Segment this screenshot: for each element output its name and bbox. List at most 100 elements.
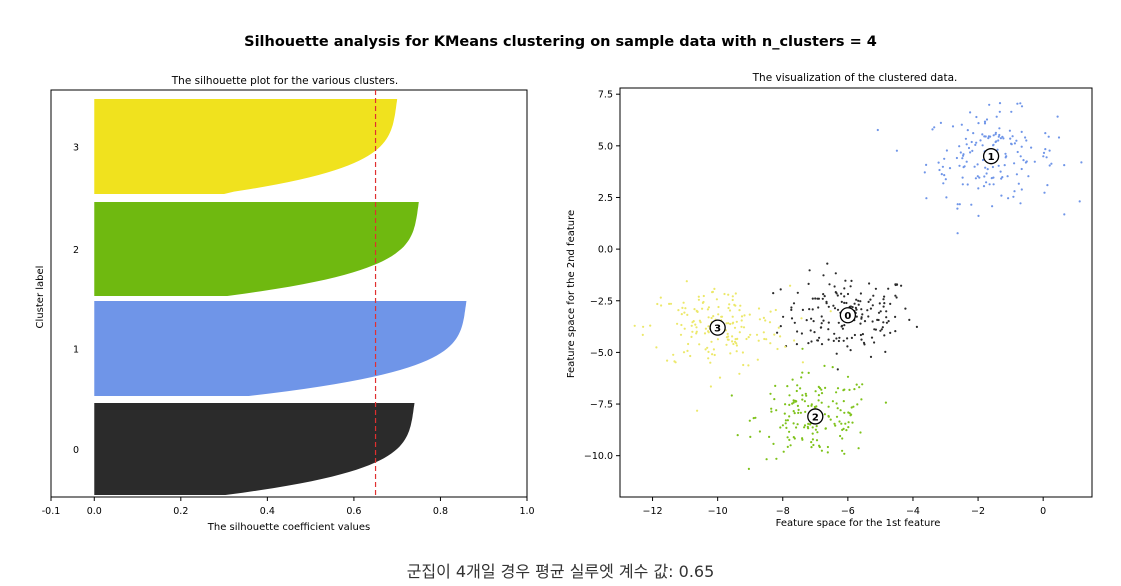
scatter-point xyxy=(740,319,743,322)
scatter-point xyxy=(690,324,693,327)
scatter-point xyxy=(669,302,673,305)
scatter-point xyxy=(871,320,874,323)
scatter-point xyxy=(1001,135,1004,138)
scatter-point xyxy=(728,303,731,306)
scatter-point xyxy=(1008,129,1012,132)
scatter-point xyxy=(732,321,735,324)
scatter-point xyxy=(729,352,732,355)
scatter-point xyxy=(752,417,755,420)
scatter-point xyxy=(956,207,959,210)
scatter-point xyxy=(690,335,693,338)
scatter-point xyxy=(682,351,686,354)
scatter-point xyxy=(851,306,854,309)
scatter-point xyxy=(1020,188,1023,191)
scatter-point xyxy=(977,187,980,190)
scatter-point xyxy=(885,316,888,319)
scatter-point xyxy=(739,304,742,307)
scatter-point xyxy=(1050,162,1053,165)
scatter-point xyxy=(801,398,804,401)
scatter-point xyxy=(827,405,830,408)
scatter-point xyxy=(998,133,1001,137)
scatter-point xyxy=(810,317,813,320)
scatter-point xyxy=(707,331,710,334)
scatter-point xyxy=(1057,136,1061,139)
scatter-point xyxy=(740,315,744,318)
scatter-point xyxy=(846,345,849,348)
scatter-point xyxy=(861,383,864,386)
scatter-point xyxy=(792,422,795,425)
scatter-point xyxy=(734,338,737,341)
scatter-point xyxy=(820,315,823,318)
scatter-point xyxy=(829,418,832,421)
scatter-point xyxy=(711,291,714,294)
scatter-point xyxy=(755,333,759,336)
y-tick-label: 0.0 xyxy=(598,245,613,256)
scatter-point xyxy=(733,340,737,343)
scatter-point xyxy=(668,302,671,305)
scatter-point xyxy=(660,304,663,307)
cluster-center-label: 0 xyxy=(844,311,851,322)
scatter-point xyxy=(762,316,766,319)
scatter-point xyxy=(862,341,866,344)
scatter-point xyxy=(1080,161,1083,164)
y-tick-label: −5.0 xyxy=(590,348,613,359)
scatter-point xyxy=(900,284,903,287)
scatter-point xyxy=(676,322,679,325)
scatter-point xyxy=(687,342,690,346)
scatter-point xyxy=(997,139,1000,142)
scatter-point xyxy=(774,384,777,387)
scatter-point xyxy=(1047,135,1050,138)
scatter-point xyxy=(1011,135,1014,138)
scatter-point xyxy=(817,399,820,402)
scatter-point xyxy=(874,287,878,290)
scatter-point xyxy=(796,404,800,407)
scatter-point xyxy=(736,337,739,340)
y-tick-label: −2.5 xyxy=(590,296,613,307)
scatter-point xyxy=(814,390,817,393)
scatter-point xyxy=(702,294,705,298)
scatter-point xyxy=(853,388,856,391)
scatter-point xyxy=(835,402,838,405)
scatter-point xyxy=(796,291,799,294)
scatter-point xyxy=(827,328,830,331)
scatter-point xyxy=(813,331,816,334)
scatter-point xyxy=(738,372,741,375)
scatter-point xyxy=(764,319,767,322)
scatter-point xyxy=(850,336,854,339)
scatter-point xyxy=(803,400,807,403)
scatter-point xyxy=(827,338,830,341)
scatter-point xyxy=(960,123,963,126)
scatter-point xyxy=(823,295,826,298)
scatter-point xyxy=(1015,173,1019,176)
scatter-point xyxy=(894,283,897,286)
scatter-point xyxy=(754,416,757,419)
scatter-point xyxy=(811,432,814,435)
y-tick-label: 3 xyxy=(73,143,79,154)
silhouette-area-cluster-0 xyxy=(94,403,415,495)
scatter-point xyxy=(822,319,825,322)
scatter-point xyxy=(820,343,824,346)
scatter-point xyxy=(884,401,888,404)
scatter-point xyxy=(966,183,969,186)
scatter-point xyxy=(882,298,885,301)
scatter-point xyxy=(772,442,775,445)
scatter-point xyxy=(972,132,975,135)
scatter-point xyxy=(839,409,842,412)
scatter-point xyxy=(730,394,733,397)
scatter-point xyxy=(734,292,737,295)
scatter-point xyxy=(850,413,853,416)
scatter-point xyxy=(789,284,792,287)
scatter-point xyxy=(655,346,658,349)
scatter-point xyxy=(732,342,735,346)
scatter-point xyxy=(943,174,946,177)
scatter-point xyxy=(894,330,897,333)
scatter-point xyxy=(793,339,796,342)
scatter-point xyxy=(697,295,700,298)
scatter-point xyxy=(792,302,796,305)
scatter-point xyxy=(992,143,995,146)
scatter-point xyxy=(992,183,995,186)
cluster-center-label: 3 xyxy=(714,324,721,335)
scatter-point xyxy=(945,196,948,199)
scatter-point xyxy=(1020,105,1024,108)
scatter-point xyxy=(731,335,734,338)
